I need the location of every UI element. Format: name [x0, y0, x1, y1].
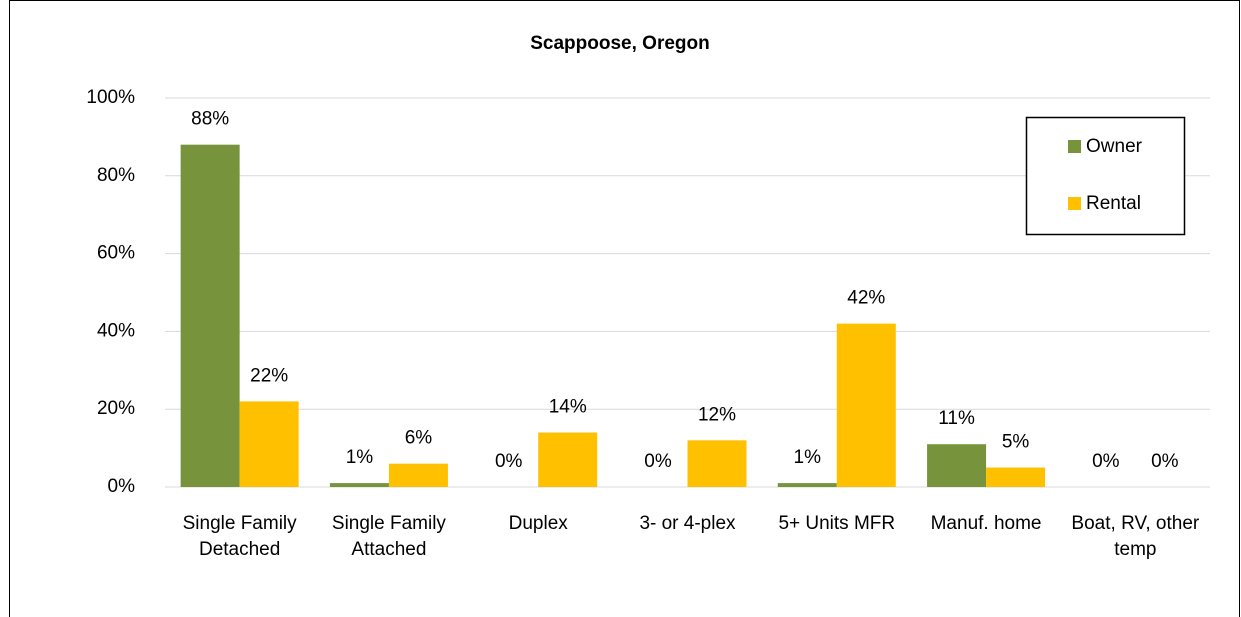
data-label: 0%: [1151, 451, 1179, 472]
bar: [687, 440, 747, 487]
bar: [239, 401, 299, 487]
bar: [927, 444, 987, 487]
bar: [180, 144, 240, 487]
y-tick-label: 60%: [97, 243, 135, 264]
chart-border: [9, 0, 1240, 617]
bar: [538, 432, 598, 487]
data-label: 11%: [938, 408, 975, 429]
data-label: 0%: [1092, 451, 1120, 472]
x-tick-label: Single Family Attached: [331, 513, 446, 560]
data-label: 22%: [250, 365, 288, 386]
data-label: 12%: [698, 404, 736, 425]
x-tick-label: Boat, RV, other temp: [1071, 513, 1200, 560]
data-label: 0%: [644, 451, 672, 472]
data-label: 42%: [847, 288, 885, 309]
data-label: 0%: [495, 451, 523, 472]
x-tick-label: Duplex: [508, 513, 568, 534]
x-tick-label: Single Family Detached: [182, 513, 297, 560]
data-label: 1%: [794, 447, 822, 468]
data-label: 6%: [405, 428, 433, 449]
x-tick-label: 5+ Units MFR: [778, 513, 896, 534]
y-tick-label: 0%: [108, 476, 136, 497]
chart-title: Scappoose, Oregon: [530, 33, 709, 54]
legend-box: [1025, 116, 1186, 236]
y-tick-label: 20%: [97, 398, 135, 419]
x-tick-label: 3- or 4-plex: [639, 513, 736, 534]
y-tick-label: 40%: [97, 320, 135, 341]
bar: [777, 483, 837, 487]
data-label: 14%: [549, 397, 587, 418]
y-tick-label: 80%: [97, 165, 135, 186]
bar: [986, 467, 1046, 487]
legend-swatch: [1068, 140, 1081, 153]
data-label: 88%: [191, 109, 229, 130]
y-tick-label: 100%: [86, 87, 135, 108]
data-label: 1%: [346, 447, 374, 468]
bar: [388, 463, 448, 487]
legend-label: Rental: [1086, 193, 1141, 214]
legend-swatch: [1068, 197, 1081, 210]
legend-label: Owner: [1086, 136, 1143, 157]
bar: [836, 323, 896, 487]
x-tick-label: Manuf. home: [930, 513, 1042, 534]
bar: [329, 483, 389, 487]
data-label: 5%: [1002, 432, 1030, 453]
